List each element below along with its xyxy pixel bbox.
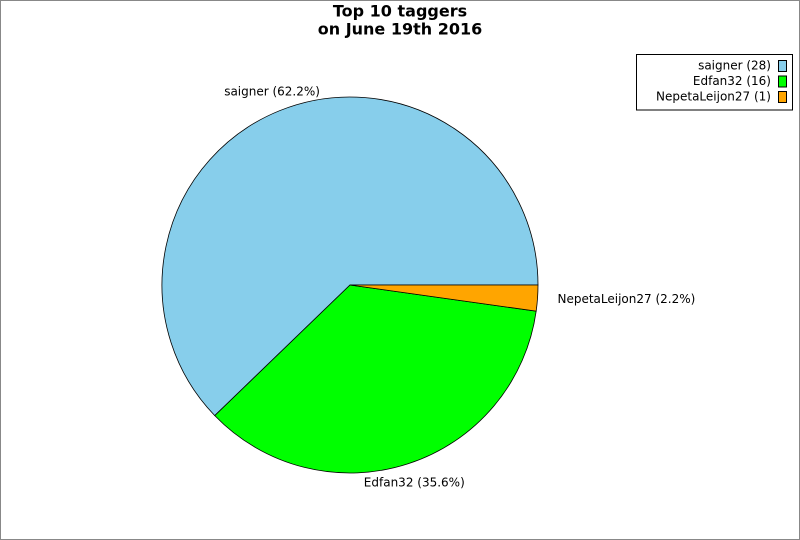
slice-label: Edfan32 (35.6%) bbox=[364, 475, 465, 489]
legend-swatch bbox=[778, 91, 787, 103]
chart-subtitle: on June 19th 2016 bbox=[318, 20, 483, 39]
pie-slice bbox=[349, 284, 539, 312]
pie-slice bbox=[214, 284, 537, 474]
legend-label: saigner (28) bbox=[698, 59, 771, 73]
legend-swatch bbox=[778, 75, 787, 88]
chart-title: Top 10 taggers bbox=[333, 2, 467, 21]
legend-label: Edfan32 (16) bbox=[693, 74, 771, 88]
slice-label: saigner (62.2%) bbox=[224, 85, 320, 99]
legend-box bbox=[636, 54, 793, 111]
slice-label: NepetaLeijon27 (2.2%) bbox=[557, 292, 695, 306]
legend-label: NepetaLeijon27 (1) bbox=[656, 90, 771, 104]
pie-slice bbox=[161, 96, 539, 417]
legend-swatch bbox=[778, 60, 787, 72]
